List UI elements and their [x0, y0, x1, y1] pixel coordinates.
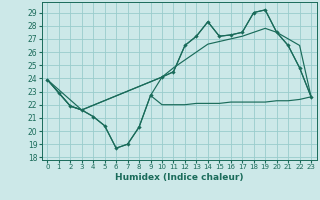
X-axis label: Humidex (Indice chaleur): Humidex (Indice chaleur)	[115, 173, 244, 182]
